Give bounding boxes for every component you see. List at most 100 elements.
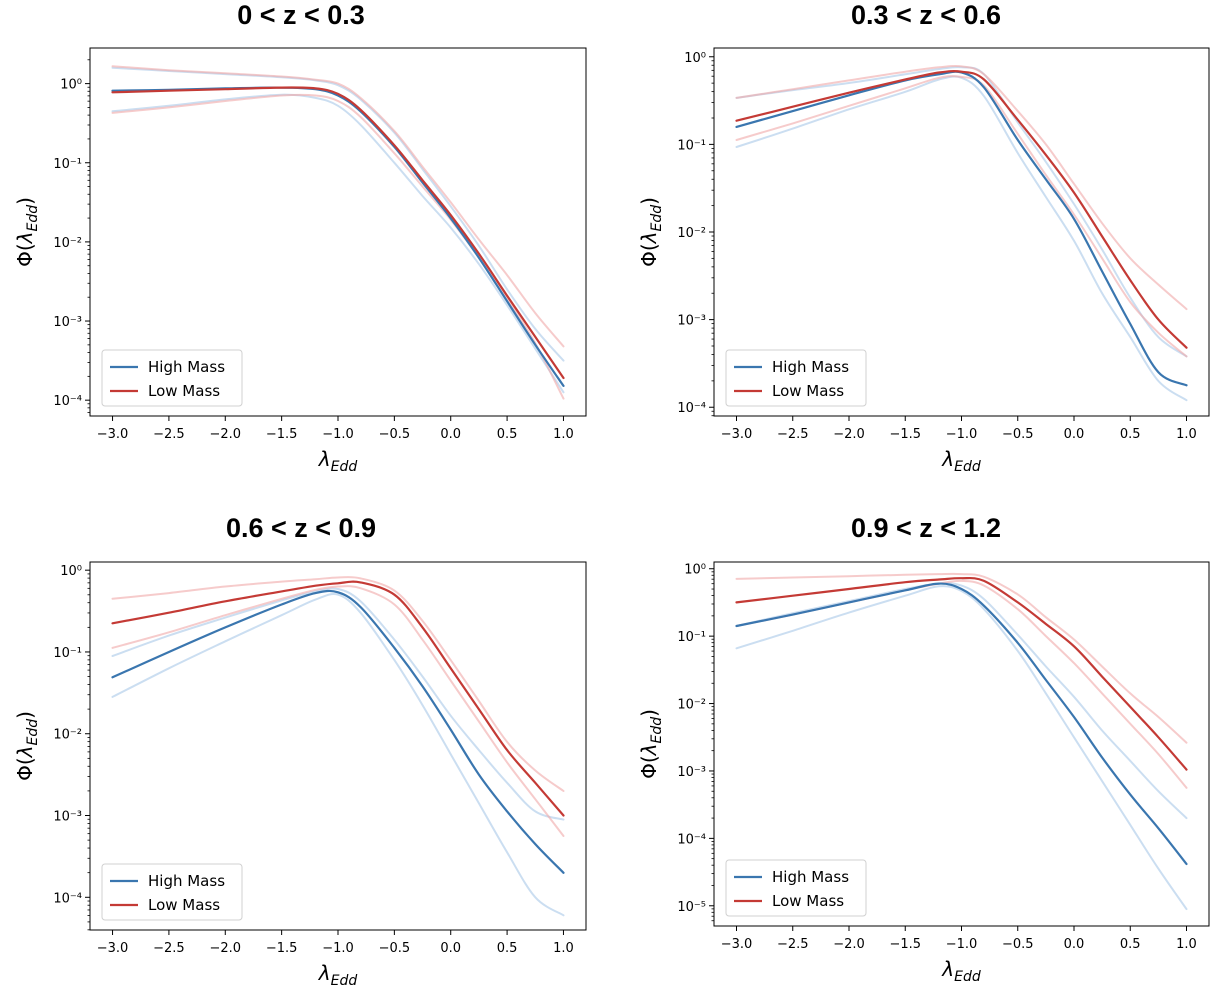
x-tick-label: −0.5 xyxy=(379,427,411,442)
y-tick-label: 10⁻³ xyxy=(53,810,82,825)
y-axis-label: Φ(λEdd) xyxy=(13,197,41,267)
x-label-sub: Edd xyxy=(331,459,358,475)
low-mass-line xyxy=(735,69,1188,349)
low-mass-band-line xyxy=(111,576,565,792)
y-tick-label: 10⁻³ xyxy=(677,765,706,780)
x-axis-label: λEdd xyxy=(318,447,358,475)
legend-entry-label: Low Mass xyxy=(772,382,844,400)
x-axis-label: λEdd xyxy=(941,447,981,475)
panel-2-plot: −3.0 −2.5 −2.0 −1.5 −1.0 −0.5 0.0 0.5 1.0 10⁰ 10⁻¹… xyxy=(637,47,1210,475)
x-tick-label: 1.0 xyxy=(1176,937,1197,952)
legend-entry-label: High Mass xyxy=(772,868,849,886)
x-tick-label: −1.0 xyxy=(322,427,354,442)
y-label-part-3: ) xyxy=(637,197,661,205)
panel-2-title: 0.3 < z < 0.6 xyxy=(850,0,1002,30)
x-tick-label: −0.5 xyxy=(1002,937,1034,952)
legend: High Mass Low Mass xyxy=(101,863,243,921)
y-label-part-3: ) xyxy=(13,711,37,719)
x-tick-label: −0.5 xyxy=(379,941,411,956)
series-group xyxy=(735,64,1188,402)
low-mass-band-line xyxy=(111,93,565,400)
y-axis-label: Φ(λEdd) xyxy=(637,197,665,267)
y-label-part-2: Edd xyxy=(25,205,41,232)
y-tick-label: 10⁰ xyxy=(684,51,706,66)
x-tick-label: −2.5 xyxy=(777,427,809,442)
y-label-part-2: Edd xyxy=(25,719,41,746)
x-tick-label: 0.5 xyxy=(497,427,518,442)
legend: High Mass Low Mass xyxy=(725,859,867,917)
series-group xyxy=(735,572,1188,911)
y-label-part-3: ) xyxy=(13,197,37,205)
high-mass-line xyxy=(735,582,1188,866)
x-tick-label: −2.5 xyxy=(153,941,185,956)
y-label-part-1: λ xyxy=(13,746,37,759)
low-mass-line xyxy=(111,580,565,817)
x-tick-label: −2.5 xyxy=(777,937,809,952)
low-mass-line xyxy=(111,86,565,380)
y-tick-label: 10⁰ xyxy=(60,78,82,93)
y-tick-label: 10⁻⁴ xyxy=(53,394,82,409)
panel-4-plot: −3.0 −2.5 −2.0 −1.5 −1.0 −0.5 0.0 0.5 1.0 10⁰ 10⁻¹… xyxy=(637,561,1210,985)
low-mass-line xyxy=(735,576,1188,771)
x-tick-label: −3.0 xyxy=(97,941,129,956)
low-mass-band-line xyxy=(111,585,565,837)
series-group xyxy=(111,576,565,917)
legend-entry-label: Low Mass xyxy=(148,896,220,914)
y-label-part-0: Φ( xyxy=(13,243,37,267)
x-label-sub: Edd xyxy=(331,973,358,989)
high-mass-band-line xyxy=(111,93,565,394)
high-mass-band-line xyxy=(735,582,1188,820)
y-tick-label: 10⁻³ xyxy=(677,314,706,329)
legend: High Mass Low Mass xyxy=(101,349,243,407)
high-mass-line xyxy=(111,86,565,387)
x-tick-label: −1.5 xyxy=(889,937,921,952)
y-label-part-1: λ xyxy=(637,232,661,245)
y-tick-label: 10⁰ xyxy=(60,564,82,579)
y-tick-label: 10⁰ xyxy=(684,563,706,578)
panel-4-title: 0.9 < z < 1.2 xyxy=(850,513,1002,543)
x-tick-label: −2.5 xyxy=(153,427,185,442)
x-tick-label: −2.0 xyxy=(833,937,865,952)
y-tick-label: 10⁻¹ xyxy=(53,157,82,172)
x-tick-label: 0.0 xyxy=(1064,937,1085,952)
x-tick-label: −2.0 xyxy=(209,427,241,442)
x-label-main: λ xyxy=(318,961,331,985)
y-label-part-0: Φ( xyxy=(637,755,661,779)
high-mass-line xyxy=(111,589,565,874)
low-mass-band-line xyxy=(735,75,1188,358)
low-mass-band-line xyxy=(111,65,565,348)
x-tick-label: 0.0 xyxy=(440,941,461,956)
legend-entry-label: High Mass xyxy=(148,872,225,890)
y-axis-label: Φ(λEdd) xyxy=(637,709,665,779)
x-label-main: λ xyxy=(941,447,954,471)
x-tick-label: −3.0 xyxy=(721,937,753,952)
x-tick-label: −3.0 xyxy=(721,427,753,442)
y-tick-label: 10⁻⁵ xyxy=(677,900,706,915)
x-tick-label: −2.0 xyxy=(833,427,865,442)
x-tick-label: 0.5 xyxy=(497,941,518,956)
y-tick-label: 10⁻⁴ xyxy=(677,832,706,847)
y-tick-label: 10⁻¹ xyxy=(677,630,706,645)
high-mass-band-line xyxy=(111,66,565,362)
high-mass-band-line xyxy=(111,593,565,917)
panel-3-plot: −3.0 −2.5 −2.0 −1.5 −1.0 −0.5 0.0 0.5 1.0 10⁰ 10⁻¹… xyxy=(13,561,587,989)
y-label-part-0: Φ( xyxy=(13,757,37,781)
x-tick-label: −1.5 xyxy=(266,427,298,442)
legend-entry-label: High Mass xyxy=(148,358,225,376)
x-tick-label: −1.0 xyxy=(946,427,978,442)
y-label-part-3: ) xyxy=(637,709,661,717)
x-tick-label: −1.0 xyxy=(946,937,978,952)
high-mass-band-line xyxy=(735,75,1188,402)
x-tick-label: −3.0 xyxy=(97,427,129,442)
x-tick-label: 1.0 xyxy=(1176,427,1197,442)
legend: High Mass Low Mass xyxy=(725,349,867,407)
x-tick-label: −2.0 xyxy=(209,941,241,956)
y-label-part-2: Edd xyxy=(649,205,665,232)
x-tick-label: −1.5 xyxy=(889,427,921,442)
y-tick-label: 10⁻¹ xyxy=(677,138,706,153)
y-tick-label: 10⁻³ xyxy=(53,315,82,330)
legend-entry-label: Low Mass xyxy=(148,382,220,400)
y-tick-label: 10⁻¹ xyxy=(53,646,82,661)
